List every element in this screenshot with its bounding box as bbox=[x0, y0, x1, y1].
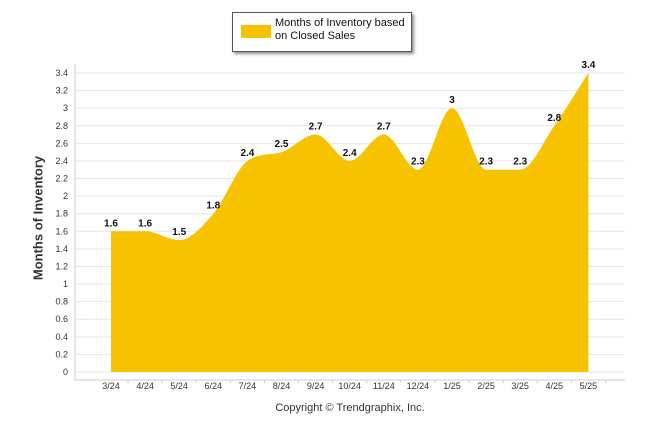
x-tick-label: 3/24 bbox=[102, 381, 120, 391]
data-label: 2.4 bbox=[343, 148, 357, 159]
data-label: 2.3 bbox=[513, 157, 527, 168]
y-tick-label: 2.6 bbox=[55, 138, 68, 148]
y-tick-label: 2.2 bbox=[55, 174, 68, 184]
x-tick-label: 6/24 bbox=[205, 381, 223, 391]
y-tick-label: 0.4 bbox=[55, 332, 68, 342]
data-label: 1.8 bbox=[206, 201, 220, 212]
legend-label-line1: Months of Inventory based bbox=[275, 17, 405, 29]
x-tick-label: 1/25 bbox=[443, 381, 461, 391]
legend-label-line2: on Closed Sales bbox=[275, 30, 356, 42]
x-tick-label: 5/24 bbox=[170, 381, 188, 391]
y-tick-label: 3.2 bbox=[55, 86, 68, 96]
data-label: 2.8 bbox=[547, 113, 561, 124]
x-tick-label: 4/25 bbox=[546, 381, 564, 391]
data-label: 2.7 bbox=[309, 122, 323, 133]
legend-label: Months of Inventory based on Closed Sale… bbox=[275, 17, 409, 43]
x-tick-label: 3/25 bbox=[511, 381, 529, 391]
data-label: 1.5 bbox=[172, 227, 186, 238]
x-tick-label: 2/25 bbox=[477, 381, 495, 391]
data-label: 3.4 bbox=[581, 60, 595, 71]
x-tick-label: 11/24 bbox=[373, 381, 395, 391]
data-label: 3 bbox=[449, 95, 455, 106]
data-label: 2.3 bbox=[411, 157, 425, 168]
y-tick-label: 1.6 bbox=[55, 226, 68, 236]
y-tick-label: 1 bbox=[63, 279, 68, 289]
data-label: 2.7 bbox=[377, 122, 391, 133]
x-tick-label: 10/24 bbox=[338, 381, 361, 391]
y-tick-label: 1.8 bbox=[55, 209, 68, 219]
copyright-text: Copyright © Trendgraphix, Inc. bbox=[275, 402, 425, 414]
y-tick-label: 3 bbox=[63, 103, 68, 113]
x-tick-label: 7/24 bbox=[239, 381, 257, 391]
y-tick-label: 2.8 bbox=[55, 121, 68, 131]
legend: Months of Inventory based on Closed Sale… bbox=[232, 12, 412, 52]
y-tick-label: 0.6 bbox=[55, 314, 68, 324]
y-tick-label: 2.4 bbox=[55, 156, 68, 166]
x-tick-label: 5/25 bbox=[580, 381, 598, 391]
area-series bbox=[111, 73, 589, 372]
y-tick-label: 0.2 bbox=[55, 349, 68, 359]
x-tick-label: 12/24 bbox=[407, 381, 430, 391]
data-label: 1.6 bbox=[104, 218, 118, 229]
y-axis-title: Months of Inventory bbox=[30, 155, 46, 281]
data-label: 2.5 bbox=[275, 139, 289, 150]
y-tick-label: 0 bbox=[63, 367, 68, 377]
x-tick-label: 8/24 bbox=[273, 381, 291, 391]
y-tick-label: 3.4 bbox=[55, 68, 68, 78]
x-tick-label: 9/24 bbox=[307, 381, 325, 391]
legend-swatch bbox=[241, 25, 271, 38]
data-label: 2.4 bbox=[240, 148, 254, 159]
y-tick-label: 1.2 bbox=[55, 261, 68, 271]
data-label: 1.6 bbox=[138, 218, 152, 229]
y-tick-label: 1.4 bbox=[55, 244, 68, 254]
y-tick-label: 0.8 bbox=[55, 297, 68, 307]
x-tick-label: 4/24 bbox=[136, 381, 154, 391]
data-label: 2.3 bbox=[479, 157, 493, 168]
y-tick-label: 2 bbox=[63, 191, 68, 201]
